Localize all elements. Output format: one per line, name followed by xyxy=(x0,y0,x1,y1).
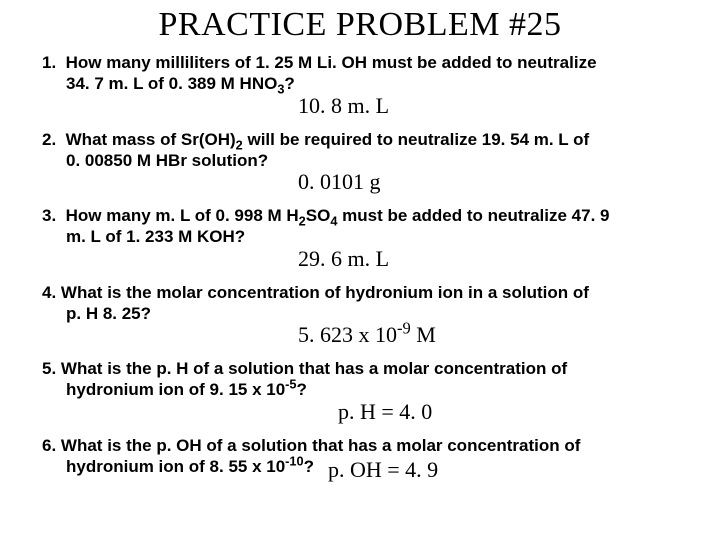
answer-4: 5. 623 x 10-9 M xyxy=(18,322,702,348)
answer-2: 0. 0101 g xyxy=(18,169,702,195)
question-2: 2. What mass of Sr(OH)2 will be required… xyxy=(18,129,702,172)
page-title: PRACTICE PROBLEM #25 xyxy=(18,6,702,44)
problem-6: 6. What is the p. OH of a solution that … xyxy=(18,435,702,484)
problem-2: 2. What mass of Sr(OH)2 will be required… xyxy=(18,129,702,196)
answer-1: 10. 8 m. L xyxy=(18,93,702,119)
question-5: 5. What is the p. H of a solution that h… xyxy=(18,358,702,401)
problem-3: 3. How many m. L of 0. 998 M H2SO4 must … xyxy=(18,205,702,272)
problem-5: 5. What is the p. H of a solution that h… xyxy=(18,358,702,425)
question-4: 4. What is the molar concentration of hy… xyxy=(18,282,702,325)
problem-1: 1. How many milliliters of 1. 25 M Li. O… xyxy=(18,52,702,119)
answer-5: p. H = 4. 0 xyxy=(18,399,702,425)
question-1: 1. How many milliliters of 1. 25 M Li. O… xyxy=(18,52,702,95)
page-root: PRACTICE PROBLEM #25 1. How many millili… xyxy=(0,0,720,483)
problem-4: 4. What is the molar concentration of hy… xyxy=(18,282,702,349)
answer-3: 29. 6 m. L xyxy=(18,246,702,272)
question-3: 3. How many m. L of 0. 998 M H2SO4 must … xyxy=(18,205,702,248)
